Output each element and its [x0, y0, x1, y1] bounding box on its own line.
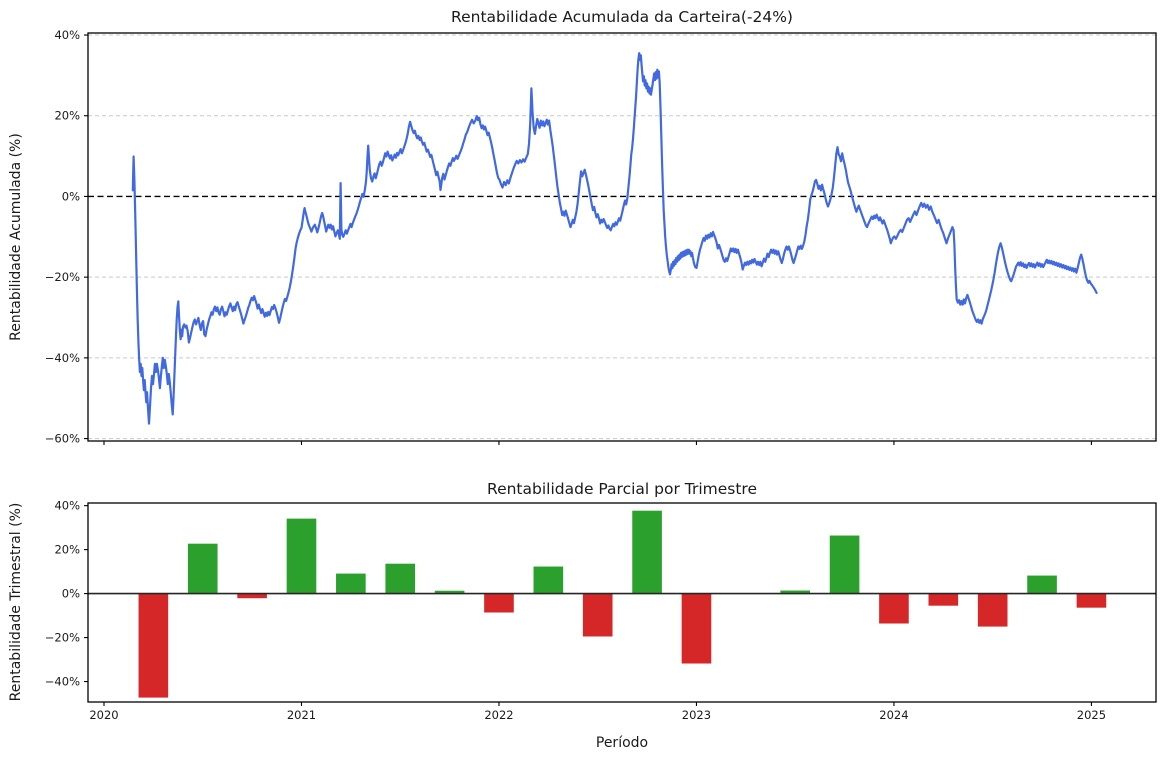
- y-tick-label: 40%: [54, 499, 80, 513]
- bar-2020T1: [138, 593, 169, 698]
- x-tick-label: 2025: [1077, 708, 1106, 722]
- cumulative-return-line: [131, 52, 1098, 425]
- bar-2024T3: [1027, 575, 1057, 594]
- bar-2024T1: [928, 593, 959, 606]
- bar-2022T4: [681, 593, 712, 664]
- y-tick-label: −20%: [45, 631, 80, 645]
- y-tick-label: 0%: [62, 189, 80, 203]
- y-tick-label: 20%: [54, 543, 80, 557]
- bar-2024T4: [1076, 593, 1107, 608]
- y-tick-label: 20%: [54, 109, 80, 123]
- bar-2021T1: [336, 573, 366, 594]
- y-tick-label: −40%: [45, 351, 80, 365]
- y-tick-label: −40%: [45, 675, 80, 689]
- bottom-chart-ylabel: Rentabilidade Trimestral (%): [8, 503, 24, 702]
- bar-2023T3: [829, 535, 860, 594]
- x-tick-label: 2023: [682, 708, 711, 722]
- bar-2021T2: [385, 563, 416, 594]
- bar-2022T2: [582, 593, 613, 637]
- x-tick-label: 2020: [89, 708, 118, 722]
- plot-frame: [87, 502, 1157, 703]
- y-tick-label: 40%: [54, 28, 80, 42]
- bar-2021T3: [434, 590, 465, 594]
- cumulative-returns-chart: 40% 20% 0% −20% −40% −60%: [45, 28, 1157, 446]
- bar-2024T2: [977, 593, 1008, 627]
- top-chart-title: Rentabilidade Acumulada da Carteira(-24%…: [451, 8, 793, 26]
- quarterly-returns-chart: 40% 20% 0% −20% −40% 2020 2021 2022 2023 2024 2025: [45, 499, 1157, 722]
- x-tick-label: 2022: [484, 708, 513, 722]
- plot-frame: [87, 32, 1157, 442]
- bar-2022T1: [533, 566, 564, 594]
- top-chart-ylabel: Rentabilidade Acumulada (%): [8, 133, 24, 341]
- x-tick-label: 2021: [287, 708, 316, 722]
- y-tick-label: −20%: [45, 270, 80, 284]
- bar-2023T2: [780, 590, 811, 594]
- bar-2022T3: [632, 510, 662, 594]
- y-tick-label: 0%: [62, 587, 80, 601]
- bar-2020T3: [237, 593, 267, 599]
- x-axis-label: Período: [596, 735, 648, 751]
- bottom-chart-title: Rentabilidade Parcial por Trimestre: [487, 480, 757, 498]
- bar-2020T2: [187, 543, 218, 594]
- y-tick-label: −60%: [45, 432, 80, 446]
- bar-2021T4: [484, 593, 514, 613]
- x-tick-label: 2024: [879, 708, 908, 722]
- bar-2020T4: [286, 518, 317, 594]
- bar-2023T4: [879, 593, 909, 624]
